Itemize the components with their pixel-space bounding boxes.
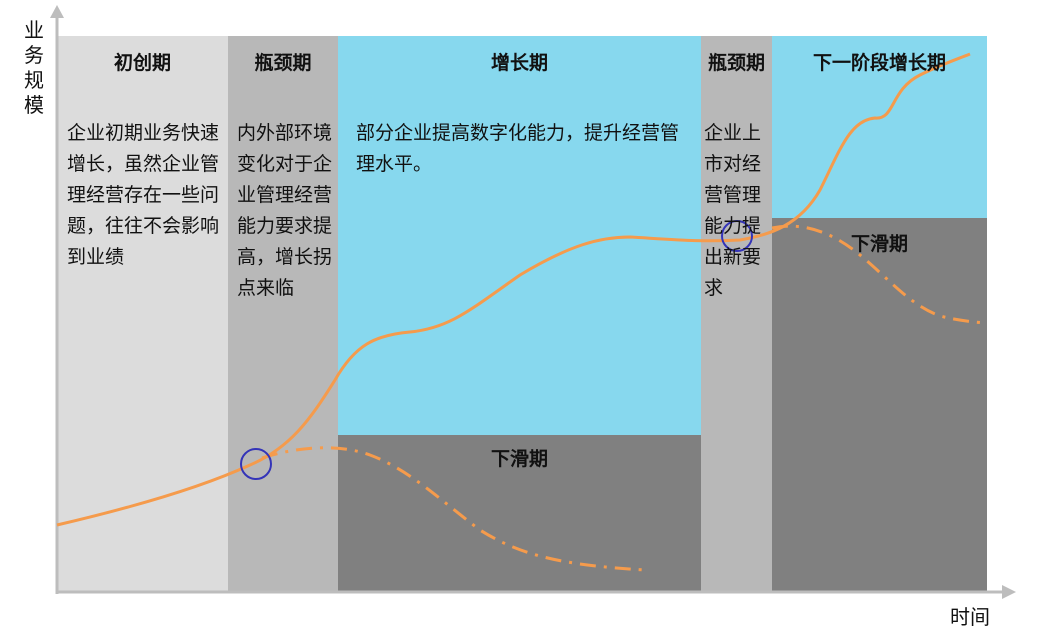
decline-curve-2: [771, 224, 986, 325]
inflection-marker-1: [240, 448, 272, 480]
inflection-marker-2: [721, 220, 753, 252]
decline-label-1: 下滑期: [490, 448, 548, 470]
x-axis-label: 时间: [950, 605, 990, 629]
decline-2-bg: [772, 218, 987, 592]
decline-1-bg: [338, 435, 701, 592]
phase-startup-bg: [57, 36, 228, 592]
y-axis-label: 业务规模: [24, 18, 44, 117]
x-axis-arrow-icon: [1002, 585, 1016, 599]
phase-desc-startup: 企业初期业务快速增长，虽然企业管理经营存在一些问题，往往不会影响到业绩: [67, 122, 220, 268]
phase-next-growth-bg: [772, 36, 987, 218]
phase-title-bottleneck-1: 瓶颈期: [254, 52, 312, 74]
phase-title-startup: 初创期: [113, 52, 171, 74]
phase-growth-bg: [338, 36, 701, 435]
decline-curve-1: [261, 446, 646, 572]
phase-title-next-growth: 下一阶段增长期: [812, 52, 946, 74]
growth-curve: [56, 52, 971, 527]
phase-title-bottleneck-2: 瓶颈期: [707, 52, 765, 74]
phase-bottleneck-1-bg: [228, 36, 338, 592]
phase-desc-growth: 部分企业提高数字化能力，提升经营管理水平。: [356, 122, 680, 175]
phase-title-growth: 增长期: [490, 52, 548, 74]
phase-desc-bottleneck-1: 内外部环境变化对于企业管理经营能力要求提高，增长拐点来临: [237, 122, 333, 299]
y-axis-arrow-icon: [50, 5, 64, 18]
phase-desc-bottleneck-2: 企业上市对经营管理能力提出新要求: [704, 122, 762, 299]
decline-label-2: 下滑期: [850, 233, 908, 255]
phase-bottleneck-2-bg: [701, 36, 772, 592]
